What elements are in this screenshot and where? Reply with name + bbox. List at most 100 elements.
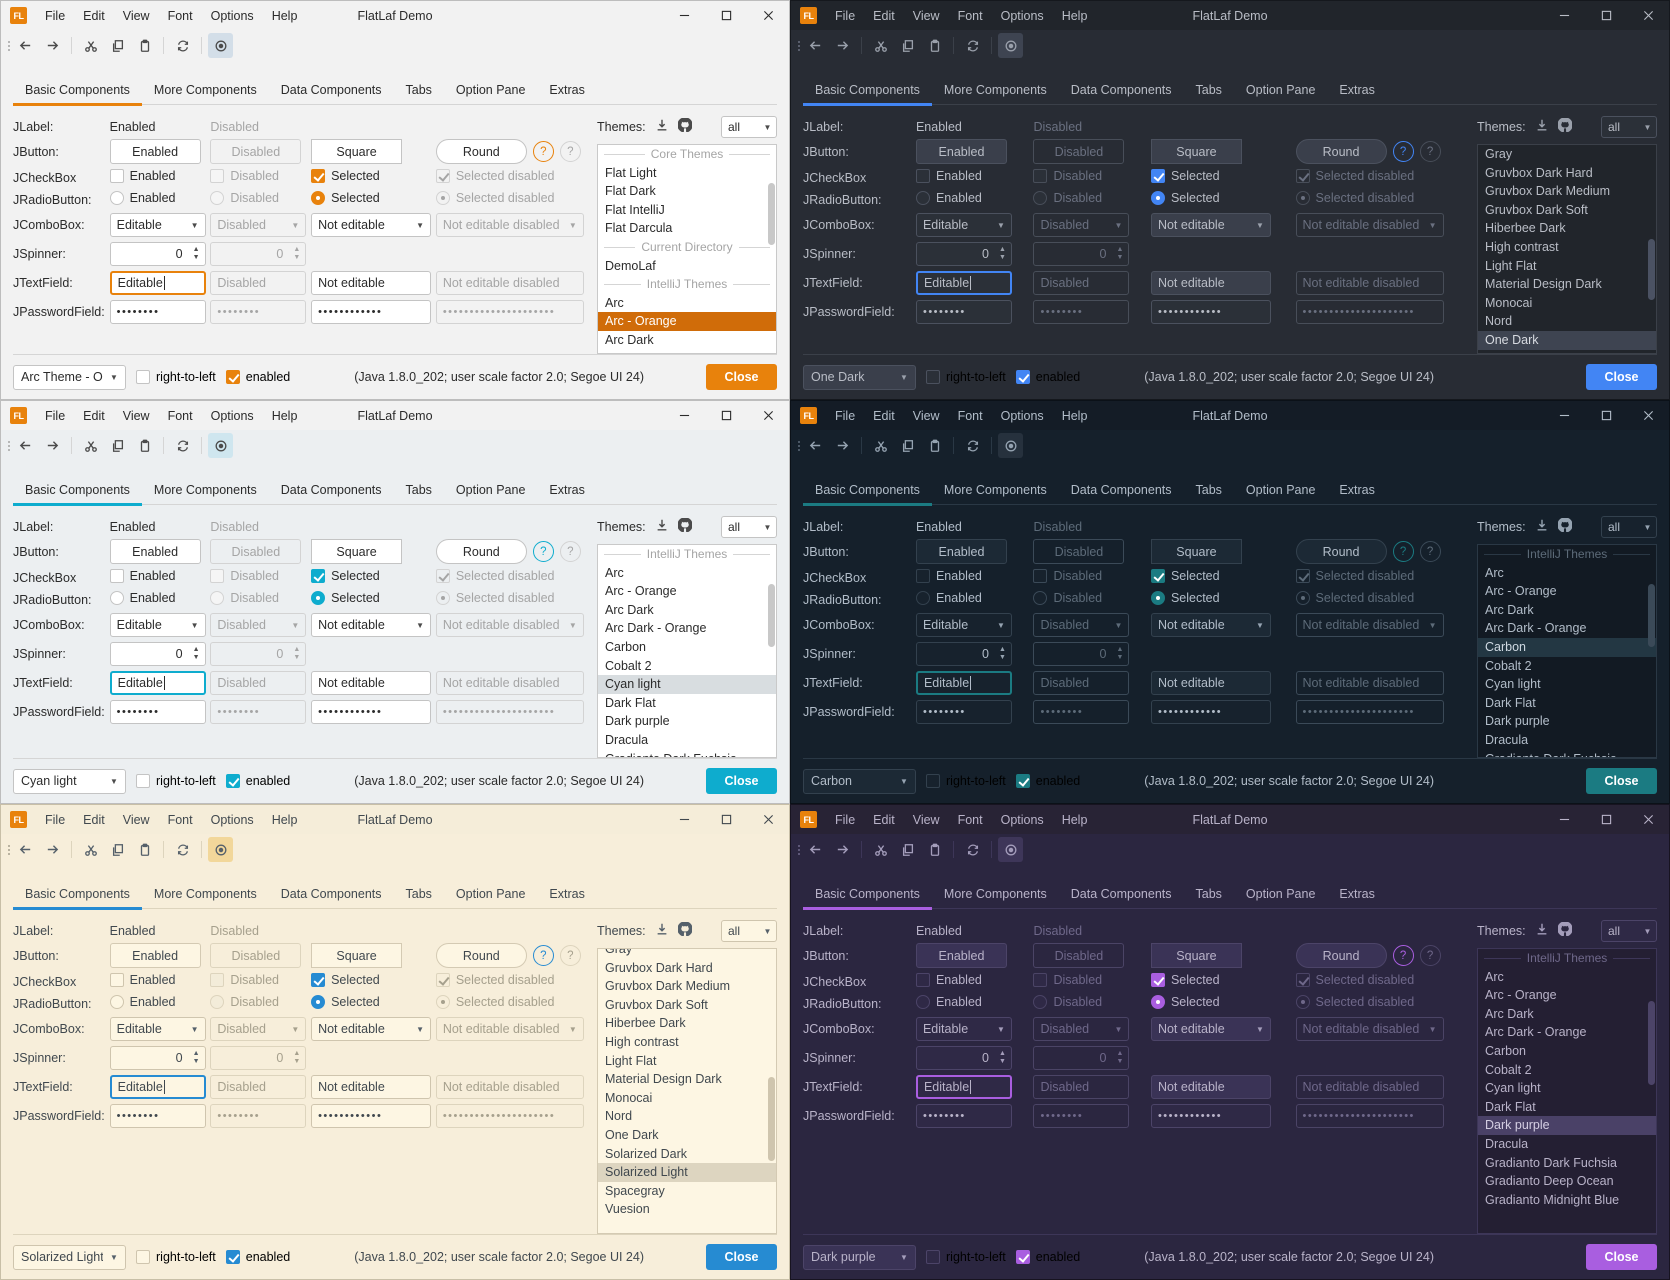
menu-item-file[interactable]: File: [835, 812, 856, 827]
minimize-button[interactable]: [663, 1, 705, 30]
menu-item-edit[interactable]: Edit: [83, 8, 105, 23]
github-icon[interactable]: [676, 920, 693, 941]
rtl-checkbox[interactable]: [926, 774, 940, 788]
textfield-c1[interactable]: Editable: [109, 271, 206, 295]
menu-item-view[interactable]: View: [122, 8, 150, 23]
theme-filter-combobox[interactable]: all ▼: [721, 516, 777, 538]
tab-option-pane[interactable]: Option Pane: [1245, 887, 1316, 901]
refresh-button[interactable]: [960, 33, 985, 58]
eye-button[interactable]: [208, 837, 233, 862]
theme-list-item[interactable]: Carbon: [1485, 1043, 1526, 1058]
cut-scissors-button[interactable]: [868, 33, 893, 58]
refresh-button[interactable]: [170, 33, 195, 58]
theme-list-scrollbar[interactable]: [768, 146, 775, 352]
tab-data-components[interactable]: Data Components: [280, 483, 382, 497]
tab-more-components[interactable]: More Components: [153, 483, 257, 497]
tab-more-components[interactable]: More Components: [943, 887, 1047, 901]
radio-c3[interactable]: [1150, 995, 1165, 1009]
help-button[interactable]: ?: [532, 945, 554, 966]
checkbox-c1[interactable]: [109, 169, 124, 183]
eye-button[interactable]: [998, 837, 1023, 862]
enabled-checkbox[interactable]: [1015, 370, 1030, 384]
button-round[interactable]: Round: [1295, 943, 1387, 968]
theme-list-item[interactable]: Solarized Dark: [1478, 350, 1656, 353]
radio-c1[interactable]: [109, 191, 124, 205]
theme-list-item[interactable]: Flat IntelliJ: [605, 202, 665, 217]
theme-list-item[interactable]: Dracula: [1485, 1136, 1529, 1151]
button-round[interactable]: Round: [435, 943, 527, 968]
forward-arrow-button[interactable]: [40, 837, 65, 862]
theme-list-item[interactable]: Cobalt 2: [605, 658, 652, 673]
toolbar-grip[interactable]: [5, 841, 12, 859]
theme-list-item[interactable]: Cobalt 2: [1485, 658, 1532, 673]
tab-option-pane[interactable]: Option Pane: [1245, 83, 1316, 97]
back-arrow-button[interactable]: [803, 837, 828, 862]
tab-option-pane[interactable]: Option Pane: [455, 483, 526, 497]
enabled-checkbox-group[interactable]: enabled: [225, 1250, 290, 1264]
theme-list[interactable]: IntelliJ Themes Arc Arc - Orange Arc Dark Ar…: [597, 544, 777, 758]
spinner-down-icon[interactable]: ▼: [192, 1058, 200, 1065]
tab-more-components[interactable]: More Components: [943, 483, 1047, 497]
copy-button[interactable]: [105, 837, 130, 862]
button-enabled[interactable]: Enabled: [109, 943, 201, 968]
theme-list-scrollbar[interactable]: [1648, 950, 1655, 1232]
combobox-c3[interactable]: Not editable ▼: [1150, 1017, 1271, 1041]
download-icon[interactable]: [655, 922, 669, 941]
radio-c3[interactable]: [311, 591, 326, 605]
rtl-checkbox-group[interactable]: right-to-left: [926, 370, 1006, 384]
maximize-button[interactable]: [1585, 805, 1627, 834]
spinner-arrows[interactable]: ▲ ▼: [188, 1047, 205, 1069]
current-theme-combobox[interactable]: Arc Theme - O… ▼: [13, 364, 126, 390]
spinner-up-icon[interactable]: ▲: [192, 646, 200, 653]
theme-list-item[interactable]: Arc Dark - Orange: [598, 350, 776, 353]
close-dialog-button[interactable]: Close: [1586, 364, 1657, 390]
theme-list-item[interactable]: Dracula: [1485, 732, 1529, 747]
menu-item-font[interactable]: Font: [167, 408, 193, 423]
download-icon[interactable]: [1535, 118, 1549, 137]
current-theme-combobox[interactable]: Cyan light ▼: [13, 768, 126, 794]
tab-extras[interactable]: Extras: [1339, 887, 1375, 901]
rtl-checkbox[interactable]: [926, 1250, 940, 1264]
close-button[interactable]: [1627, 805, 1669, 834]
passwordfield-c1[interactable]: ••••••••: [109, 1104, 206, 1128]
radio-c1[interactable]: [915, 591, 930, 605]
theme-list-item[interactable]: Arc: [1485, 969, 1504, 984]
close-button[interactable]: [1627, 401, 1669, 430]
theme-list-item[interactable]: Arc Dark: [605, 332, 654, 347]
tab-basic-components[interactable]: Basic Components: [13, 882, 142, 910]
enabled-checkbox[interactable]: [225, 1250, 240, 1264]
radio-c1[interactable]: [915, 191, 930, 205]
maximize-button[interactable]: [705, 401, 747, 430]
theme-list-item[interactable]: Arc: [605, 565, 624, 580]
cut-scissors-button[interactable]: [868, 433, 893, 458]
combobox-c3[interactable]: Not editable ▼: [1150, 613, 1271, 637]
enabled-checkbox[interactable]: [1015, 774, 1030, 788]
theme-list-item[interactable]: Material Design Dark: [1485, 277, 1602, 292]
refresh-button[interactable]: [170, 837, 195, 862]
passwordfield-c1[interactable]: ••••••••: [915, 1104, 1012, 1128]
menu-item-font[interactable]: Font: [957, 8, 983, 23]
checkbox-c3[interactable]: [311, 569, 326, 583]
minimize-button[interactable]: [663, 401, 705, 430]
combobox-c1[interactable]: Editable ▼: [109, 613, 206, 637]
spinner-up-icon[interactable]: ▲: [192, 1050, 200, 1057]
theme-list-item[interactable]: Gruvbox Dark Hard: [1485, 165, 1593, 180]
scrollbar-thumb[interactable]: [1648, 238, 1655, 301]
scrollbar-thumb[interactable]: [1648, 1000, 1655, 1086]
theme-list-item[interactable]: Flat Darcula: [605, 221, 673, 236]
enabled-checkbox-group[interactable]: enabled: [225, 370, 290, 384]
theme-filter-combobox[interactable]: all ▼: [721, 920, 777, 942]
close-button[interactable]: [747, 1, 789, 30]
minimize-button[interactable]: [663, 805, 705, 834]
spinner-arrows[interactable]: ▲ ▼: [994, 643, 1011, 665]
tab-tabs[interactable]: Tabs: [405, 83, 432, 97]
tab-data-components[interactable]: Data Components: [1070, 483, 1172, 497]
textfield-c1[interactable]: Editable: [915, 1075, 1012, 1099]
textfield-c1[interactable]: Editable: [109, 1075, 206, 1099]
enabled-checkbox[interactable]: [225, 370, 240, 384]
menu-item-help[interactable]: Help: [271, 812, 298, 827]
rtl-checkbox[interactable]: [136, 1250, 150, 1264]
menu-item-options[interactable]: Options: [210, 812, 254, 827]
forward-arrow-button[interactable]: [40, 433, 65, 458]
github-icon[interactable]: [676, 516, 693, 537]
